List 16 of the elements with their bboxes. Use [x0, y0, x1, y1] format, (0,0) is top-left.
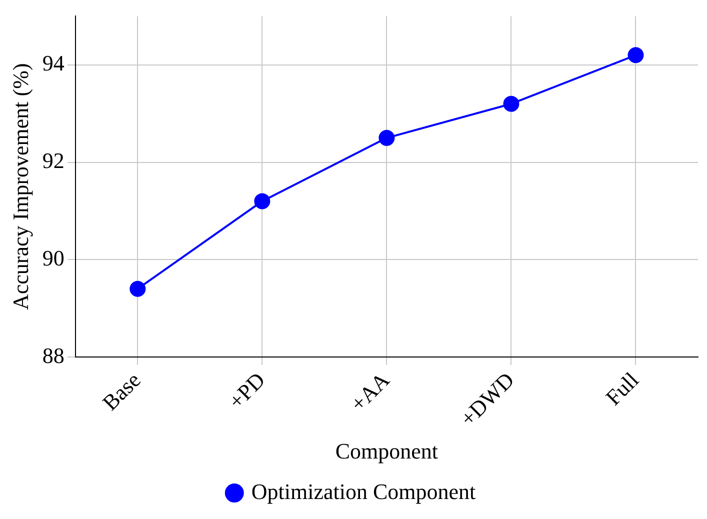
x-tick-label: +PD — [223, 367, 270, 414]
x-axis-title: Component — [335, 438, 438, 464]
point — [130, 280, 146, 297]
point — [254, 193, 270, 210]
y-tick-label: 90 — [42, 245, 64, 270]
y-axis-title: Accuracy Improvement (%) — [8, 63, 33, 310]
legend-label: Optimization Component — [251, 478, 476, 504]
point — [378, 130, 395, 146]
x-tick-label: Base — [97, 367, 146, 416]
x-tick-label: +AA — [345, 367, 394, 416]
point — [503, 96, 520, 112]
y-tick-label: 92 — [42, 148, 64, 174]
point — [628, 47, 644, 64]
y-tick-label: 88 — [42, 342, 64, 368]
y-tick-label: 94 — [42, 50, 64, 76]
x-tick-label: Full — [600, 367, 644, 410]
